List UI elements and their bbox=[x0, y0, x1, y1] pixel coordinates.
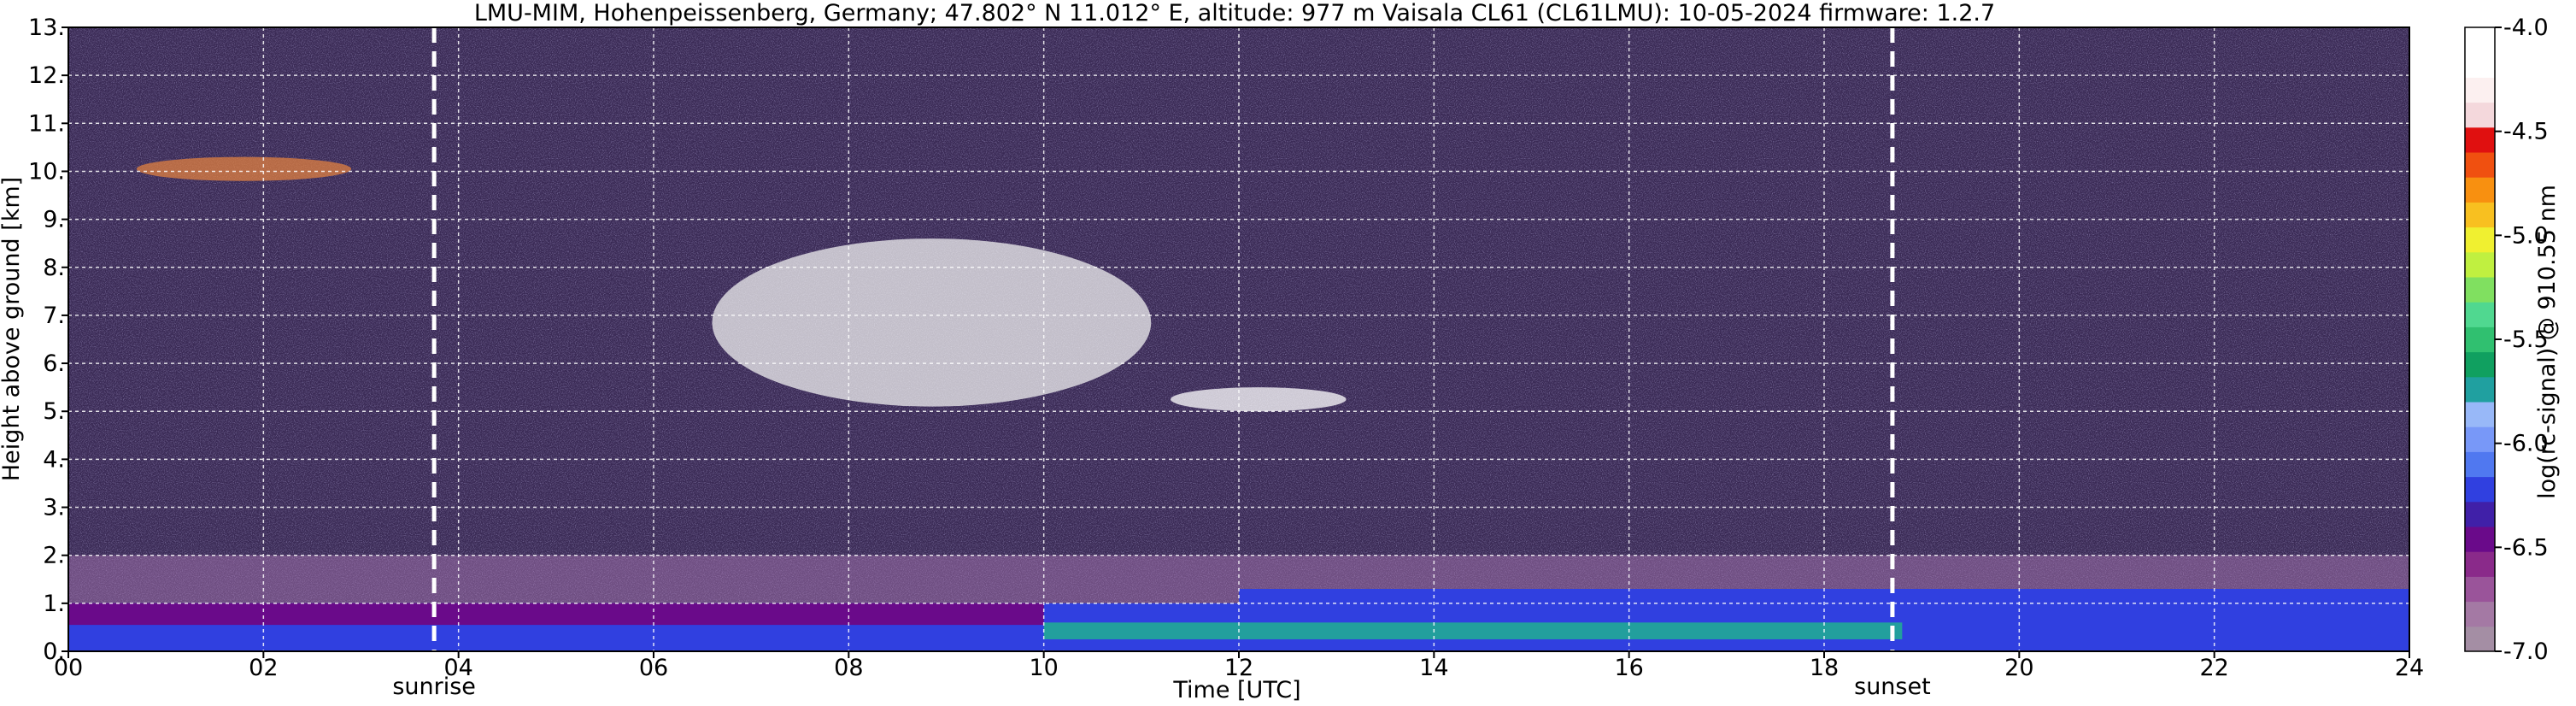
y-axis-label: Height above ground [km] bbox=[0, 177, 25, 481]
y-tick-label: 9. bbox=[43, 207, 65, 233]
colorbar-segment bbox=[2465, 527, 2495, 552]
colorbar-segment bbox=[2465, 152, 2495, 178]
x-tick-label: 12 bbox=[1224, 655, 1253, 681]
y-tick-label: 4. bbox=[43, 446, 65, 473]
x-tick-label: 24 bbox=[2395, 655, 2424, 681]
x-axis-label: Time [UTC] bbox=[1172, 677, 1300, 703]
colorbar-segment bbox=[2465, 251, 2495, 278]
colorbar-segment bbox=[2465, 626, 2495, 652]
layer-boundary-layer-top bbox=[68, 603, 1044, 626]
y-axis: 0. 1. 2. 3. 4. 5. 6. 7. 8. 9. 10. 11. 12. 13. bbox=[28, 15, 68, 665]
x-tick-label: 20 bbox=[2004, 655, 2033, 681]
y-tick-label: 12. bbox=[28, 62, 65, 89]
colorbar-tick-label: -7.0 bbox=[2503, 638, 2549, 665]
colorbar-segment bbox=[2465, 476, 2495, 503]
colorbar-segment bbox=[2465, 451, 2495, 478]
x-tick-label: 00 bbox=[54, 655, 83, 681]
colorbar-label: log(rc-signal) @ 910.55 nm bbox=[2534, 185, 2561, 499]
colorbar-tick-label: -4.0 bbox=[2503, 15, 2549, 41]
colorbar-tick-label: -6.0 bbox=[2503, 431, 2549, 457]
y-tick-label: 6. bbox=[43, 350, 65, 377]
colorbar-segment bbox=[2465, 501, 2495, 527]
layer-thin-layer bbox=[1171, 387, 1347, 412]
x-tick-label: 02 bbox=[249, 655, 278, 681]
y-tick-label: 10. bbox=[28, 158, 65, 185]
colorbar-segment bbox=[2465, 376, 2495, 403]
grid-lines bbox=[68, 27, 2409, 651]
colorbar-segment bbox=[2465, 177, 2495, 203]
x-tick-label: 10 bbox=[1029, 655, 1058, 681]
colorbar-segment bbox=[2465, 227, 2495, 253]
x-tick-label: 04 bbox=[443, 655, 472, 681]
colorbar-segment bbox=[2465, 102, 2495, 128]
sunset-label: sunset bbox=[1854, 674, 1931, 700]
colorbar-segment bbox=[2465, 551, 2495, 577]
y-tick-label: 3. bbox=[43, 495, 65, 521]
y-tick-label: 13. bbox=[28, 15, 65, 41]
layer-elevated-aerosol bbox=[136, 156, 352, 181]
x-tick-label: 16 bbox=[1614, 655, 1643, 681]
x-axis: 00 02 04 06 08 10 12 14 16 18 20 22 24 bbox=[54, 651, 2424, 681]
colorbar-segment bbox=[2465, 601, 2495, 627]
colorbar-segment bbox=[2465, 302, 2495, 327]
layer-boundary-layer-core bbox=[1043, 622, 1903, 639]
y-tick-label: 5. bbox=[43, 398, 65, 425]
plot-area bbox=[67, 26, 2410, 652]
y-tick-label: 1. bbox=[43, 591, 65, 617]
colorbar-tick-label: -4.5 bbox=[2503, 119, 2549, 145]
colorbar-segment bbox=[2465, 327, 2495, 353]
colorbar-tick-label: -5.5 bbox=[2503, 327, 2549, 353]
x-tick-label: 18 bbox=[1810, 655, 1839, 681]
colorbar-segment bbox=[2465, 402, 2495, 427]
y-tick-label: 0. bbox=[43, 638, 65, 665]
colorbar-tick-label: -5.0 bbox=[2503, 222, 2549, 249]
colorbar-tick-label: -6.5 bbox=[2503, 534, 2549, 561]
colorbar-segment bbox=[2465, 576, 2495, 603]
x-tick-label: 08 bbox=[834, 655, 863, 681]
y-tick-label: 2. bbox=[43, 543, 65, 569]
y-tick-label: 11. bbox=[28, 110, 65, 137]
sunrise-label: sunrise bbox=[392, 674, 476, 700]
colorbar-segment bbox=[2465, 126, 2495, 153]
y-tick-label: 8. bbox=[43, 255, 65, 281]
colorbar-segment bbox=[2465, 351, 2495, 378]
colorbar-segment bbox=[2465, 202, 2495, 228]
y-tick-label: 7. bbox=[43, 303, 65, 329]
x-tick-label: 06 bbox=[639, 655, 668, 681]
colorbar-segment bbox=[2465, 52, 2495, 78]
x-tick-label: 22 bbox=[2199, 655, 2228, 681]
colorbar-segment bbox=[2465, 27, 2495, 53]
chart-title: LMU-MIM, Hohenpeissenberg, Germany; 47.8… bbox=[474, 0, 1995, 26]
sun-lines bbox=[431, 27, 1895, 651]
colorbar-segment bbox=[2465, 277, 2495, 303]
colorbar-segment bbox=[2465, 427, 2495, 452]
x-tick-label: 14 bbox=[1419, 655, 1448, 681]
layer-cirrus-layer bbox=[712, 238, 1152, 407]
colorbar: -7.0 -6.5 -6.0 -5.5 -5.0 -4.5 -4.0 bbox=[2464, 15, 2549, 665]
colorbar-segment bbox=[2465, 77, 2495, 103]
